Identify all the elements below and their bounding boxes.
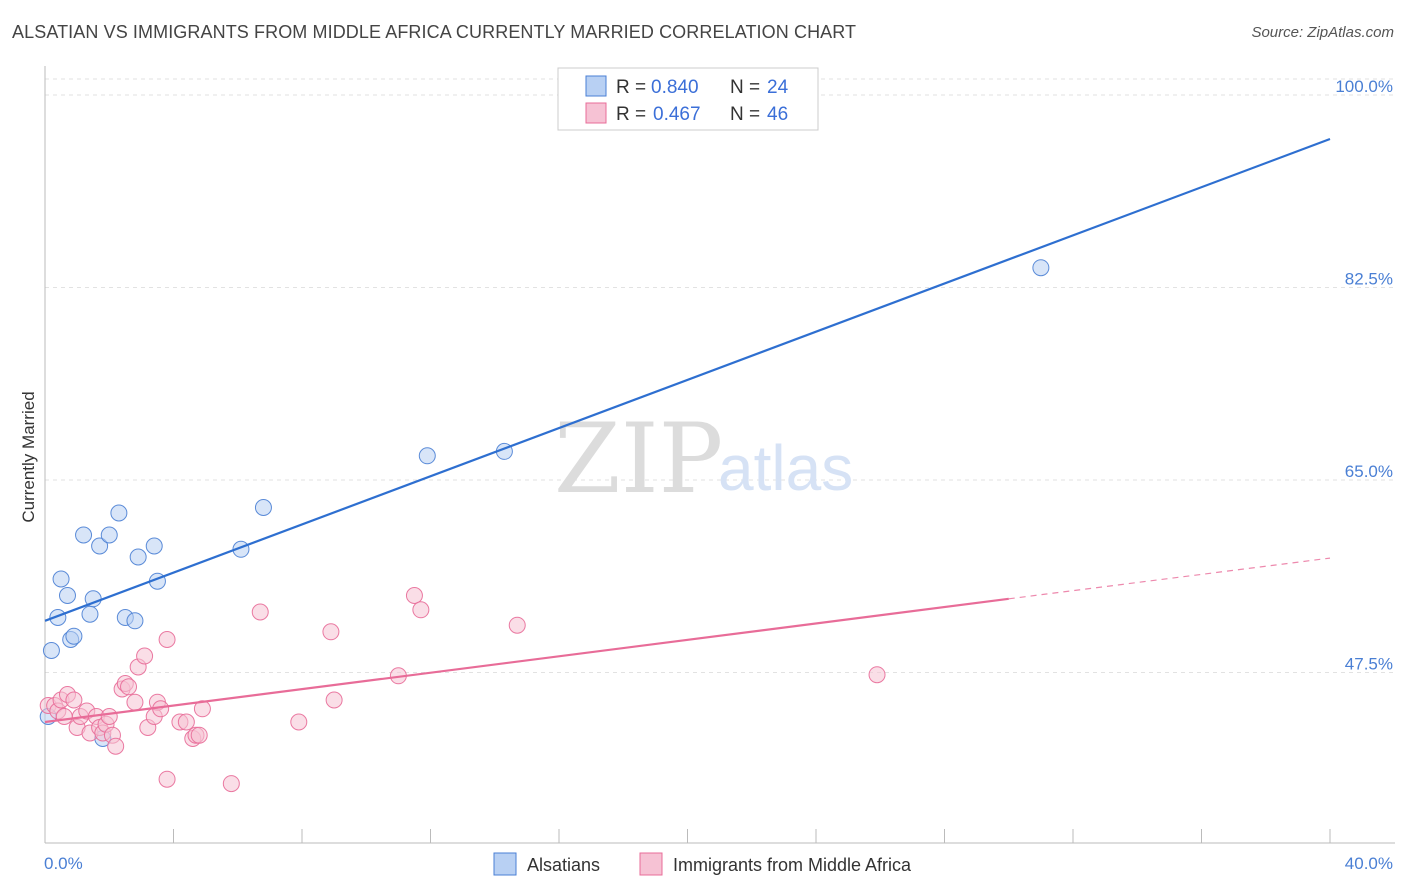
watermark-zip: ZIP xyxy=(554,403,723,515)
bottom-legend: Alsatians Immigrants from Middle Africa xyxy=(493,852,912,876)
y-axis-label: Currently Married xyxy=(19,391,38,522)
legend-box: R = 0.840 N = 24 R = 0.467 N = 46 xyxy=(557,67,819,131)
bottom-legend-label-immigrants: Immigrants from Middle Africa xyxy=(673,855,912,875)
alsatian-point-13 xyxy=(110,504,128,522)
bottom-legend-label-alsatians: Alsatians xyxy=(527,855,600,875)
x-tick-label-0: 0.0% xyxy=(44,854,83,873)
immigrant-point-28 xyxy=(158,631,176,648)
immigrant-point-37 xyxy=(251,603,269,621)
legend-r-value-2: 0.467 xyxy=(653,104,701,125)
immigrant-trend-extension xyxy=(1008,557,1331,600)
legend-r-label-2: R = xyxy=(616,104,646,125)
legend-n-value-1: 24 xyxy=(767,77,789,98)
alsatian-point-20 xyxy=(254,499,272,516)
alsatian-point-21 xyxy=(418,447,436,465)
watermark-atlas: atlas xyxy=(718,432,853,504)
immigrant-point-44 xyxy=(508,616,526,634)
data-points xyxy=(39,259,1050,793)
immigrant-point-17 xyxy=(107,737,125,755)
immigrant-point-34 xyxy=(190,726,208,744)
alsatian-point-23 xyxy=(1032,259,1050,277)
bottom-legend-swatch-alsatians xyxy=(493,852,517,876)
immigrant-point-36 xyxy=(222,775,240,793)
alsatian-point-3 xyxy=(52,570,70,588)
alsatian-point-7 xyxy=(75,526,93,544)
alsatian-trend-line xyxy=(44,137,1331,622)
alsatian-point-12 xyxy=(100,526,118,544)
immigrant-point-23 xyxy=(136,647,154,665)
immigrant-point-39 xyxy=(322,623,340,641)
legend-swatch-immigrants xyxy=(585,102,607,124)
alsatian-point-6 xyxy=(65,627,83,645)
alsatian-point-16 xyxy=(129,548,147,566)
trend-lines xyxy=(44,137,1331,724)
y-tick-label-3: 100.0% xyxy=(1335,77,1393,96)
immigrant-point-21 xyxy=(126,693,144,711)
alsatian-point-8 xyxy=(81,605,99,623)
immigrant-point-20 xyxy=(120,678,138,696)
legend-r-label-1: R = xyxy=(616,77,646,98)
immigrant-point-42 xyxy=(405,587,423,604)
source-label: Source: ZipAtlas.com xyxy=(1251,24,1394,41)
legend-n-label-2: N = xyxy=(730,104,760,125)
immigrant-point-43 xyxy=(412,601,430,619)
immigrant-point-40 xyxy=(325,691,343,709)
legend-r-value-1: 0.840 xyxy=(651,77,699,98)
legend-swatch-alsatians xyxy=(585,75,607,97)
immigrant-point-29 xyxy=(158,770,176,788)
immigrant-point-45 xyxy=(868,666,886,684)
alsatian-point-17 xyxy=(145,537,163,555)
immigrant-point-4 xyxy=(55,708,73,725)
alsatian-point-15 xyxy=(126,612,144,630)
immigrant-point-31 xyxy=(177,713,195,731)
gridlines xyxy=(45,78,1395,673)
y-tick-label-1: 65.0% xyxy=(1345,462,1393,481)
immigrant-point-38 xyxy=(290,713,308,731)
immigrant-point-15 xyxy=(100,708,118,725)
immigrant-point-6 xyxy=(65,691,83,709)
x-tick-label-1: 40.0% xyxy=(1345,854,1393,873)
x-tick-labels: 0.0% 40.0% xyxy=(44,854,1393,873)
legend-n-label-1: N = xyxy=(730,77,760,98)
chart-title: ALSATIAN VS IMMIGRANTS FROM MIDDLE AFRIC… xyxy=(12,22,857,42)
immigrant-trend-line xyxy=(44,597,1009,724)
alsatian-point-4 xyxy=(58,587,76,604)
alsatian-point-1 xyxy=(42,642,60,659)
legend-n-value-2: 46 xyxy=(767,104,788,125)
alsatian-point-10 xyxy=(91,537,109,555)
y-tick-label-2: 82.5% xyxy=(1345,270,1393,289)
y-tick-label-0: 47.5% xyxy=(1345,655,1393,674)
bottom-legend-swatch-immigrants xyxy=(639,852,663,876)
watermark: ZIP atlas xyxy=(554,403,853,515)
y-tick-labels: 47.5% 65.0% 82.5% 100.0% xyxy=(1335,77,1393,674)
